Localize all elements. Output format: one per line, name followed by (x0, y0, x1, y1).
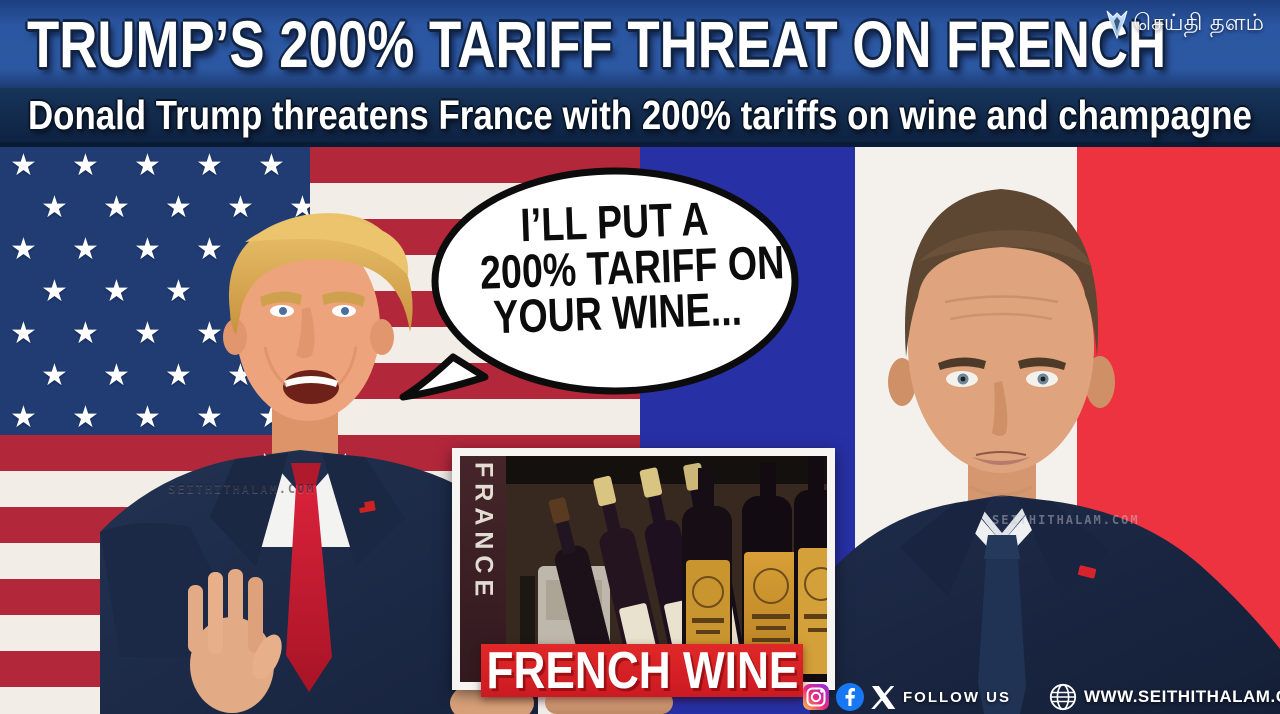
follow-us-label: FOLLOW US (903, 688, 1011, 706)
watermark-right: SEITHITHALAM.COM (992, 513, 1140, 527)
bubble-line-3: YOUR WINE... (492, 281, 743, 344)
us-flag-star: ★ (10, 317, 37, 350)
us-flag-star: ★ (10, 233, 37, 266)
us-flag-star: ★ (72, 317, 99, 350)
fox-logo-icon (1106, 10, 1128, 39)
us-flag-star: ★ (165, 275, 192, 308)
website-url[interactable]: WWW.SEITHITHALAM.COM (1084, 687, 1280, 706)
us-flag-star: ★ (196, 149, 223, 182)
speech-bubble (399, 167, 799, 401)
us-flag-star: ★ (41, 359, 68, 392)
us-flag-star: ★ (258, 149, 285, 182)
instagram-icon[interactable] (803, 684, 829, 710)
us-flag-star: ★ (134, 401, 161, 434)
us-flag-star: ★ (196, 317, 223, 350)
us-flag-star: ★ (72, 233, 99, 266)
trump-portrait (100, 213, 538, 714)
us-flag-star: ★ (41, 191, 68, 224)
us-flag-star: ★ (134, 233, 161, 266)
x-icon[interactable] (871, 685, 896, 710)
us-flag-star: ★ (289, 191, 310, 224)
us-flag-star: ★ (196, 401, 223, 434)
subheadline-text: Donald Trump threatens France with 200% … (28, 91, 1252, 138)
headline-banner: TRUMP’S 200% TARIFF THREAT ON FRENCH (0, 0, 1280, 88)
trump-hand (100, 523, 282, 713)
us-flag-star: ★ (103, 359, 130, 392)
us-flag-star: ★ (10, 401, 37, 434)
watermark-left: SEITHITHALAM.COM (168, 482, 316, 496)
brand-name: செய்தி தளம் (1133, 9, 1264, 36)
us-flag-star: ★ (227, 191, 254, 224)
us-flag-star: ★ (165, 359, 192, 392)
us-flag-star: ★ (41, 275, 68, 308)
macron-portrait (810, 189, 1280, 714)
us-flag-star: ★ (134, 317, 161, 350)
footer-social-row: FOLLOW US WWW.SEITHITHALAM.COM (803, 682, 1280, 712)
globe-icon (1049, 683, 1077, 711)
france-vertical-label: FRANCE (469, 462, 498, 603)
us-flag-star: ★ (196, 233, 223, 266)
main-scene: ★★★★★★★★★★★★★★★★★★★★★★★★★★★★★★★★★★★ (0, 147, 1280, 714)
macron-pin (1078, 565, 1097, 579)
facebook-icon[interactable] (836, 683, 864, 711)
brand-logo: செய்தி தளம் (1106, 9, 1264, 39)
speech-bubble-text: I’LL PUT A 200% TARIFF ON YOUR WINE... (444, 192, 789, 344)
us-flag-star: ★ (103, 191, 130, 224)
french-wine-label: FRENCH WINE (486, 641, 798, 700)
us-flag-star: ★ (134, 149, 161, 182)
us-flag-star: ★ (103, 275, 130, 308)
us-flag-star: ★ (72, 149, 99, 182)
us-flag-star: ★ (72, 401, 99, 434)
us-flag-star: ★ (10, 149, 37, 182)
headline-text: TRUMP’S 200% TARIFF THREAT ON FRENCH (27, 7, 1167, 81)
subheadline-banner: Donald Trump threatens France with 200% … (0, 88, 1280, 147)
us-flag-star: ★ (165, 191, 192, 224)
trump-flag-pin (358, 500, 376, 513)
french-wine-banner: FRENCH WINE (481, 642, 803, 700)
